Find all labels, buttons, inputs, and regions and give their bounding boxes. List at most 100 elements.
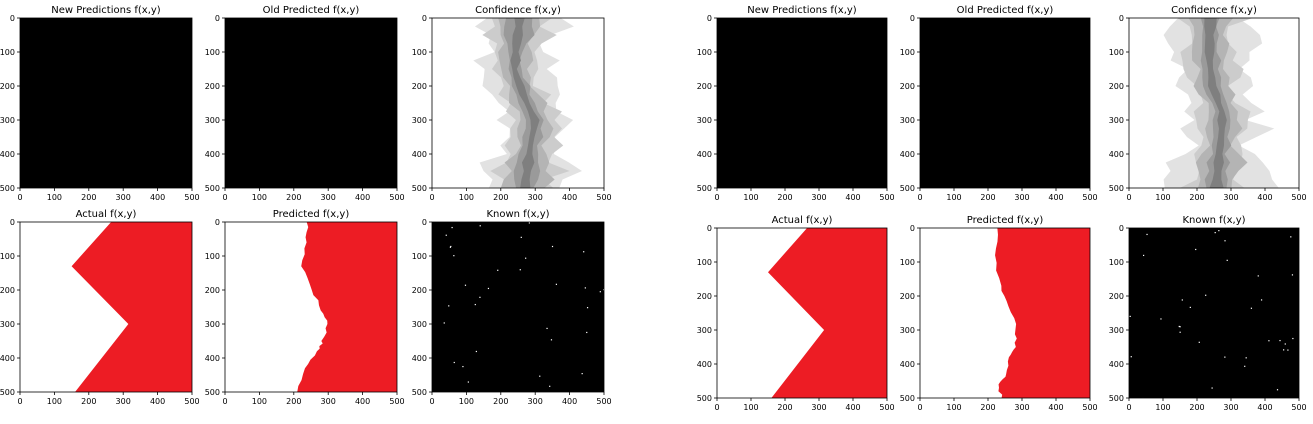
y-tick-label: 0 — [10, 218, 15, 227]
y-tick-label: 400 — [697, 360, 712, 369]
x-tick-label: 300 — [811, 193, 826, 202]
x-tick-label: 300 — [1014, 403, 1029, 412]
panel-title: New Predictions f(x,y) — [51, 5, 160, 16]
x-tick-label: 0 — [17, 397, 22, 406]
known-point — [584, 287, 586, 289]
x-tick-label: 100 — [1155, 403, 1170, 412]
panel-black: 0 0 100 100 200 200 300 300 400 400 500 500 New Pred… — [0, 5, 200, 202]
y-tick-label: 300 — [0, 320, 15, 329]
y-tick-label: 100 — [900, 48, 915, 57]
y-tick-label: 400 — [697, 150, 712, 159]
known-point — [1179, 331, 1181, 333]
y-tick-label: 200 — [697, 82, 712, 91]
x-tick-label: 200 — [1189, 403, 1204, 412]
y-tick-label: 100 — [205, 252, 220, 261]
panel-predicted: 0 0 100 100 200 200 300 300 400 400 500 500 Predicte… — [900, 215, 1098, 412]
figure-left: 0 0 100 100 200 200 300 300 400 400 500 500 New Pred… — [0, 0, 620, 424]
known-point — [467, 381, 469, 383]
plot-area — [920, 228, 1090, 398]
x-tick-label: 300 — [1223, 193, 1238, 202]
x-tick-label: 100 — [743, 193, 758, 202]
known-point — [487, 287, 490, 290]
y-tick-label: 200 — [0, 286, 15, 295]
x-tick-label: 500 — [1291, 403, 1306, 412]
x-tick-label: 200 — [81, 397, 96, 406]
known-point — [1257, 275, 1259, 277]
confidence-band — [1204, 18, 1227, 188]
y-tick-label: 500 — [0, 388, 15, 397]
x-tick-label: 0 — [222, 193, 227, 202]
y-tick-label: 100 — [412, 48, 427, 57]
known-point — [1224, 240, 1226, 242]
x-tick-label: 200 — [777, 403, 792, 412]
panel-title: Old Predicted f(x,y) — [263, 5, 360, 16]
y-tick-label: 500 — [412, 184, 427, 193]
y-tick-label: 400 — [900, 150, 915, 159]
y-tick-label: 100 — [1109, 48, 1124, 57]
predicted-red-region — [297, 222, 397, 392]
known-point — [519, 269, 521, 271]
axes-frame — [431, 17, 605, 189]
known-point — [1129, 315, 1131, 317]
x-tick-label: 400 — [845, 193, 860, 202]
x-tick-label: 200 — [777, 193, 792, 202]
known-point — [448, 305, 450, 307]
known-point — [1290, 236, 1292, 238]
y-tick-label: 400 — [205, 150, 220, 159]
black-image — [1129, 228, 1299, 398]
known-point — [599, 291, 601, 293]
y-tick-label: 100 — [900, 258, 915, 267]
x-tick-label: 0 — [714, 193, 719, 202]
axes-frame — [919, 227, 1091, 399]
plot-area — [717, 18, 887, 188]
y-tick-label: 400 — [1109, 150, 1124, 159]
x-tick-label: 400 — [562, 397, 577, 406]
plot-area — [1129, 18, 1299, 188]
panel-confidence: 0 0 100 100 200 200 300 300 400 400 500 500 Confiden… — [1109, 5, 1307, 202]
known-point — [1195, 248, 1197, 251]
known-point — [1198, 341, 1200, 343]
panel-title: Known f(x,y) — [486, 209, 549, 220]
known-point — [445, 234, 447, 236]
x-tick-label: 100 — [252, 397, 267, 406]
y-tick-label: 300 — [412, 116, 427, 125]
known-point — [539, 375, 541, 377]
x-tick-label: 300 — [321, 397, 336, 406]
black-image — [432, 222, 604, 392]
plot-area — [920, 18, 1090, 188]
known-point — [1283, 349, 1285, 351]
x-tick-label: 200 — [1189, 193, 1204, 202]
known-point — [603, 289, 604, 291]
known-point — [546, 327, 548, 330]
figure-right: 0 0 100 100 200 200 300 300 400 400 500 500 New Pred… — [690, 0, 1313, 424]
y-tick-label: 300 — [205, 320, 220, 329]
x-tick-label: 500 — [184, 193, 199, 202]
x-tick-label: 200 — [286, 193, 301, 202]
y-tick-label: 300 — [697, 326, 712, 335]
y-tick-label: 500 — [697, 184, 712, 193]
y-tick-label: 0 — [707, 14, 712, 23]
known-point — [551, 245, 554, 248]
known-point — [1205, 294, 1207, 296]
y-tick-label: 0 — [910, 14, 915, 23]
known-point — [1146, 233, 1148, 236]
known-point — [525, 257, 527, 259]
known-point — [1214, 232, 1216, 234]
known-point — [1226, 259, 1228, 261]
y-tick-label: 100 — [1109, 258, 1124, 267]
axes-frame — [716, 227, 888, 399]
y-tick-label: 500 — [1109, 394, 1124, 403]
x-tick-label: 300 — [321, 193, 336, 202]
known-point — [520, 236, 522, 238]
y-tick-label: 200 — [412, 82, 427, 91]
known-point — [1268, 340, 1270, 342]
y-tick-label: 100 — [205, 48, 220, 57]
panel-black: 0 0 100 100 200 200 300 300 400 400 500 500 New Pred… — [697, 5, 895, 202]
x-tick-label: 400 — [845, 403, 860, 412]
axes-frame — [716, 17, 888, 189]
axes-frame — [1128, 17, 1300, 189]
x-tick-label: 400 — [150, 397, 165, 406]
y-tick-label: 500 — [900, 184, 915, 193]
axes-frame — [224, 221, 398, 393]
known-point — [479, 225, 481, 227]
